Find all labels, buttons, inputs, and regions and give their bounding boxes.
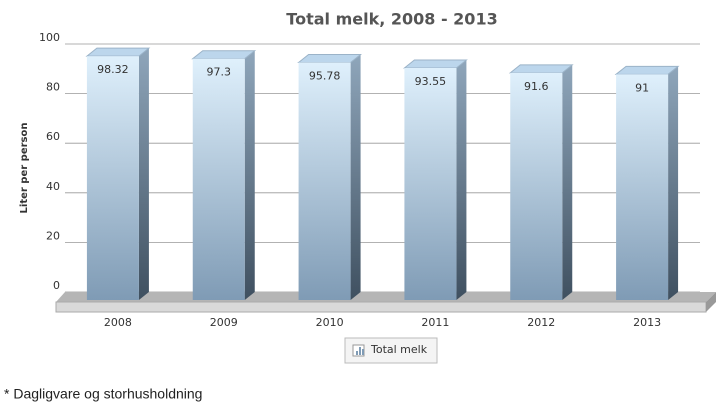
floor-front bbox=[55, 301, 707, 313]
bar-side bbox=[350, 54, 361, 300]
bar bbox=[192, 58, 245, 300]
data-label: 95.78 bbox=[309, 69, 341, 82]
bar-top bbox=[191, 50, 257, 60]
x-tick-label: 2010 bbox=[316, 316, 344, 329]
bar bbox=[404, 67, 457, 300]
data-label: 93.55 bbox=[415, 75, 447, 88]
bar bbox=[616, 74, 669, 300]
bar bbox=[86, 56, 139, 301]
x-tick-label: 2009 bbox=[210, 316, 238, 329]
bar bbox=[510, 72, 563, 300]
data-label: 91 bbox=[635, 81, 649, 94]
data-label: 97.3 bbox=[207, 66, 232, 79]
bar-top bbox=[297, 53, 363, 63]
legend-label: Total melk bbox=[370, 343, 428, 356]
x-tick-label: 2013 bbox=[633, 316, 661, 329]
floor-side bbox=[706, 292, 716, 312]
bar-side bbox=[138, 48, 149, 301]
legend-icon-bar bbox=[362, 349, 364, 355]
bar-top bbox=[508, 64, 574, 74]
data-label: 91.6 bbox=[524, 80, 549, 93]
legend-icon-bar bbox=[359, 347, 361, 355]
x-tick-label: 2011 bbox=[421, 316, 449, 329]
legend: Total melk bbox=[344, 337, 438, 364]
x-tick-label: 2012 bbox=[527, 316, 555, 329]
bar-top bbox=[402, 59, 468, 69]
y-tick-label: 60 bbox=[46, 130, 60, 143]
data-label: 98.32 bbox=[97, 63, 129, 76]
bar-side bbox=[562, 64, 573, 300]
legend-icon-bar bbox=[356, 351, 358, 355]
y-tick-label: 40 bbox=[46, 180, 60, 193]
y-tick-label: 100 bbox=[39, 31, 60, 44]
bar-side bbox=[668, 66, 679, 300]
y-tick-label: 0 bbox=[53, 279, 60, 292]
bar-top bbox=[614, 65, 680, 75]
y-tick-label: 20 bbox=[46, 229, 60, 242]
bar-top bbox=[85, 47, 151, 57]
y-tick-label: 80 bbox=[46, 81, 60, 94]
footnote: * Dagligvare og storhusholdning bbox=[4, 386, 202, 402]
bar bbox=[298, 62, 351, 300]
chart-title: Total melk, 2008 - 2013 bbox=[286, 10, 497, 29]
bar-side bbox=[456, 59, 467, 300]
x-tick-label: 2008 bbox=[104, 316, 132, 329]
y-axis-label: Liter per person bbox=[19, 123, 30, 214]
bar-side bbox=[244, 50, 255, 300]
